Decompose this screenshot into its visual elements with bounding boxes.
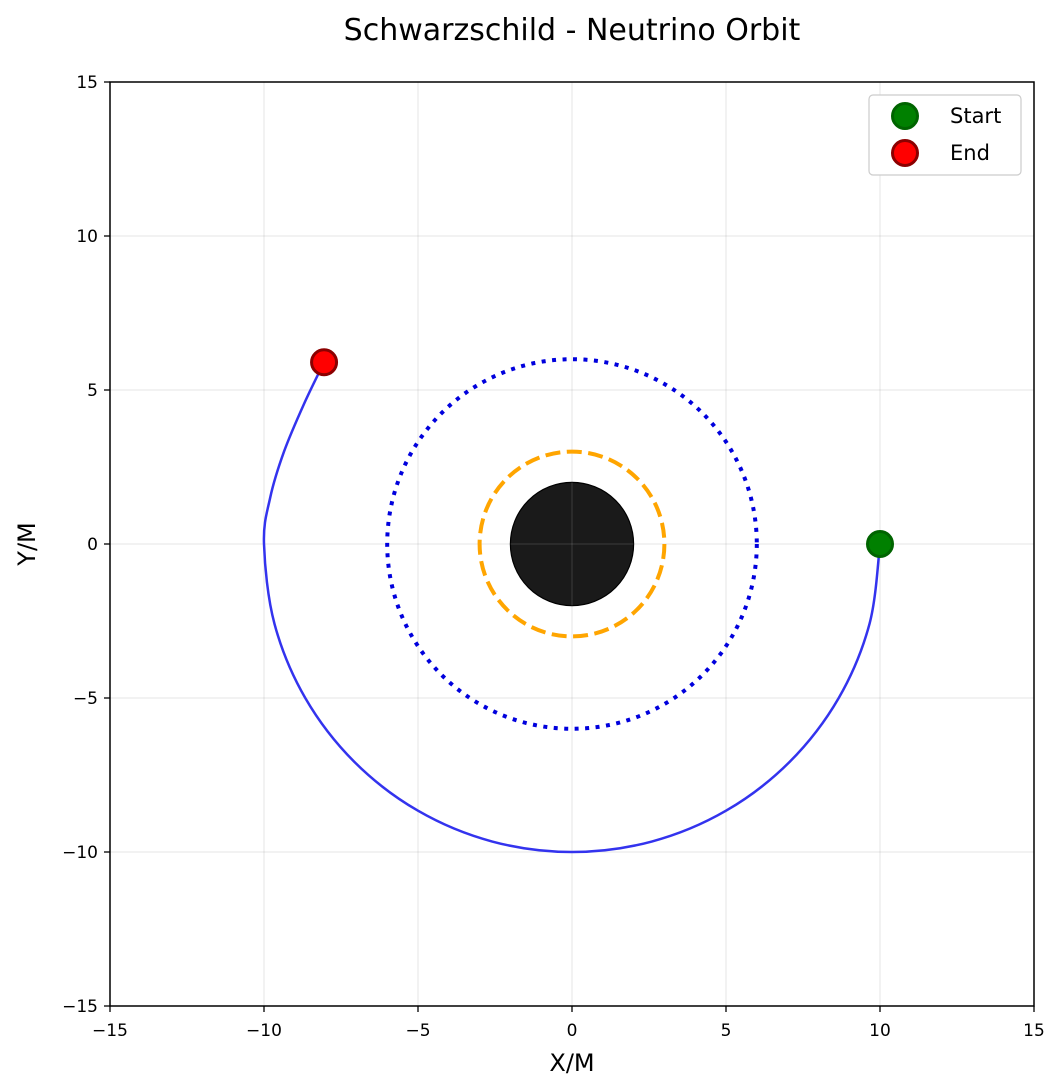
x-tick-label: 0 xyxy=(567,1021,578,1041)
y-tick-label: −15 xyxy=(62,997,98,1017)
y-axis-label: Y/M xyxy=(13,522,41,566)
end-marker xyxy=(310,348,339,377)
y-tick-label: 5 xyxy=(87,381,98,401)
x-axis-label: X/M xyxy=(549,1049,594,1077)
x-tick-label: 15 xyxy=(1023,1021,1045,1041)
x-tick-label: 5 xyxy=(721,1021,732,1041)
y-tick-label: 10 xyxy=(76,227,98,247)
plot-content xyxy=(262,348,894,854)
legend-end-label: End xyxy=(950,141,990,165)
legend: Start End xyxy=(868,94,1022,176)
y-tick-label: 0 xyxy=(87,535,98,555)
y-tick-label: −5 xyxy=(73,689,98,709)
x-tick-label: 10 xyxy=(869,1021,891,1041)
orbit-path xyxy=(262,361,882,854)
isco-circle xyxy=(385,357,759,731)
axis-ticks: −15 −10 −5 0 5 10 15 −15 −10 −5 0 5 10 15 xyxy=(62,73,1045,1041)
x-tick-label: −10 xyxy=(246,1021,282,1041)
x-tick-label: −5 xyxy=(405,1021,430,1041)
y-tick-label: −10 xyxy=(62,843,98,863)
legend-start-label: Start xyxy=(950,104,1001,128)
legend-start-marker xyxy=(891,102,919,130)
legend-end-marker xyxy=(891,139,919,167)
chart-title: Schwarzschild - Neutrino Orbit xyxy=(344,13,801,48)
photon-sphere xyxy=(477,449,667,639)
y-tick-label: 15 xyxy=(76,73,98,93)
black-hole xyxy=(509,481,635,607)
start-marker xyxy=(866,530,894,558)
x-tick-label: −15 xyxy=(92,1021,128,1041)
